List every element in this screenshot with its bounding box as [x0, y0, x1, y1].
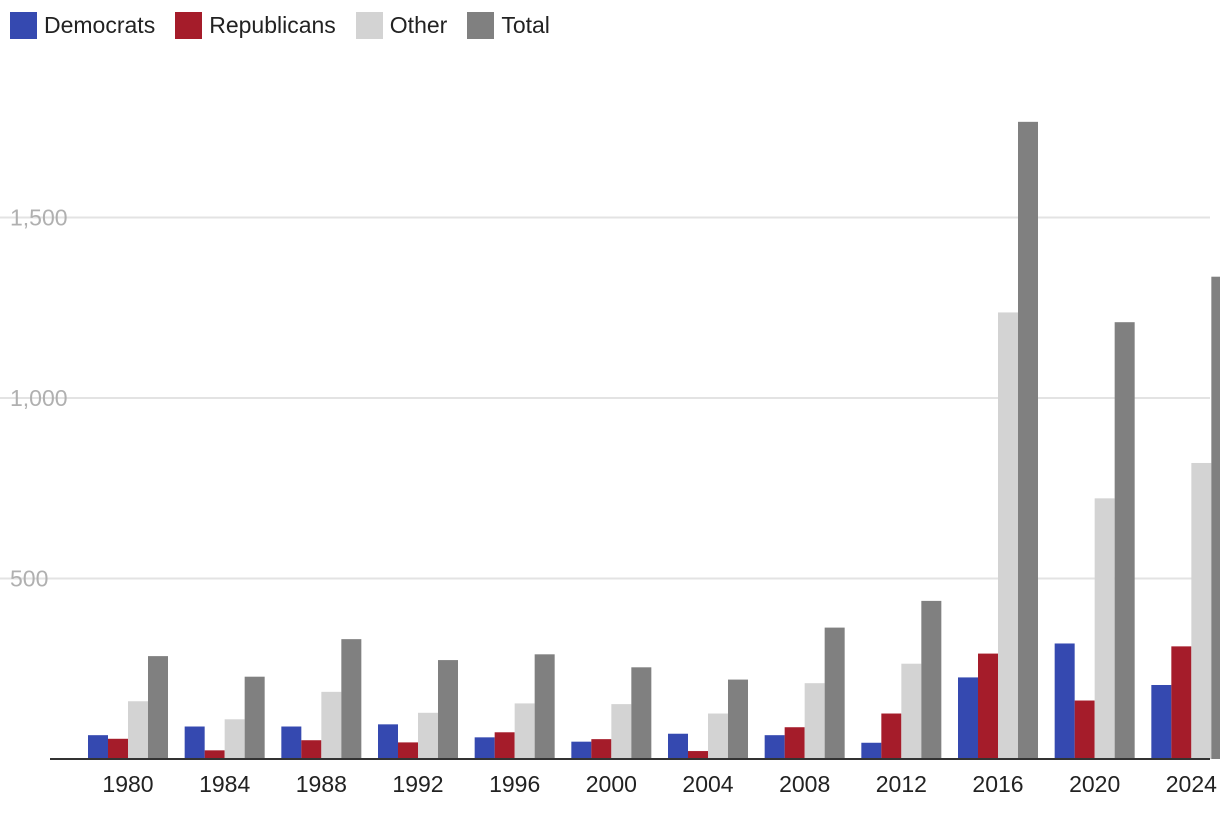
- bar-other-2004: [708, 713, 728, 759]
- bar-democrats-2012: [861, 742, 882, 759]
- bar-democrats-2024: [1151, 684, 1172, 759]
- y-tick-label: 1,000: [10, 385, 68, 411]
- bar-total-1988: [341, 639, 362, 759]
- bar-other-1980: [128, 701, 148, 759]
- x-tick-label-1984: 1984: [199, 771, 250, 797]
- bar-republicans-2020: [1074, 700, 1095, 759]
- bar-republicans-1992: [398, 742, 418, 759]
- bar-other-1996: [514, 703, 535, 759]
- bar-democrats-1980: [88, 735, 108, 759]
- bar-total-2004: [728, 679, 748, 759]
- x-tick-label-1992: 1992: [392, 771, 443, 797]
- bar-other-1984: [224, 719, 245, 759]
- legend-label-total: Total: [501, 12, 550, 38]
- bar-total-1992: [438, 660, 458, 759]
- legend-item-total: Total: [467, 12, 550, 39]
- bar-republicans-2012: [881, 713, 902, 759]
- x-tick-label-1980: 1980: [102, 771, 153, 797]
- bar-other-2008: [804, 683, 825, 759]
- bar-democrats-2000: [571, 741, 592, 759]
- bar-democrats-1984: [184, 726, 205, 759]
- x-tick-label-2004: 2004: [682, 771, 733, 797]
- legend-swatch-other: [355, 12, 383, 39]
- x-tick-label-1988: 1988: [296, 771, 347, 797]
- bar-other-1988: [321, 691, 342, 759]
- legend-item-republicans: Republicans: [175, 12, 336, 39]
- bar-republicans-2004: [688, 751, 708, 759]
- bar-total-2020: [1114, 322, 1135, 759]
- legend-label-republicans: Republicans: [209, 12, 336, 38]
- bar-total-2012: [921, 600, 942, 759]
- x-tick-label-2020: 2020: [1069, 771, 1120, 797]
- y-tick-label: 1,500: [10, 205, 68, 231]
- bar-other-2016: [998, 312, 1018, 759]
- bar-other-2020: [1094, 498, 1115, 759]
- legend-swatch-republicans: [175, 12, 203, 39]
- bar-republicans-2008: [784, 727, 805, 759]
- legend-label-democrats: Democrats: [44, 12, 156, 38]
- legend-item-democrats: Democrats: [10, 12, 155, 39]
- bar-total-1996: [534, 654, 555, 759]
- bar-other-2012: [901, 663, 922, 759]
- legend-item-other: Other: [355, 12, 448, 39]
- bar-total-1984: [244, 676, 265, 759]
- x-tick-label-2012: 2012: [876, 771, 927, 797]
- legend-swatch-total: [467, 12, 495, 39]
- bar-republicans-1980: [108, 738, 128, 759]
- bar-democrats-2004: [668, 733, 688, 759]
- bar-other-2024: [1191, 462, 1212, 759]
- bar-total-2016: [1018, 121, 1038, 759]
- x-tick-label-2024: 2024: [1166, 771, 1217, 797]
- bar-total-2024: [1211, 276, 1220, 759]
- bar-democrats-2020: [1054, 643, 1075, 759]
- bar-total-2000: [631, 667, 652, 759]
- bar-total-1980: [148, 656, 168, 759]
- bar-republicans-1984: [204, 750, 225, 759]
- bar-republicans-1988: [301, 740, 322, 759]
- bar-total-2008: [824, 627, 845, 759]
- bars-layer: [88, 121, 1220, 759]
- bar-republicans-2024: [1171, 646, 1192, 759]
- bar-democrats-2016: [958, 677, 978, 759]
- bar-other-2000: [611, 704, 632, 759]
- bar-republicans-2000: [591, 739, 612, 759]
- y-tick-label: 500: [10, 566, 48, 592]
- bar-republicans-1996: [494, 732, 515, 759]
- bar-republicans-2016: [978, 653, 998, 759]
- bar-democrats-1988: [281, 726, 302, 759]
- x-tick-label-2008: 2008: [779, 771, 830, 797]
- legend-label-other: Other: [389, 12, 448, 38]
- x-tick-label-2016: 2016: [972, 771, 1023, 797]
- bar-democrats-2008: [764, 735, 785, 759]
- legend: Democrats Republicans Other Total: [10, 12, 550, 39]
- bar-other-1992: [418, 712, 438, 759]
- axis-layer: 500 1,000 1,500 1980 1984 1988 1992 1996 2000 200…: [10, 205, 1217, 798]
- x-tick-label-2000: 2000: [586, 771, 637, 797]
- bar-democrats-1996: [474, 737, 495, 759]
- legend-swatch-democrats: [10, 12, 37, 39]
- bar-democrats-1992: [378, 724, 398, 759]
- x-tick-label-1996: 1996: [489, 771, 540, 797]
